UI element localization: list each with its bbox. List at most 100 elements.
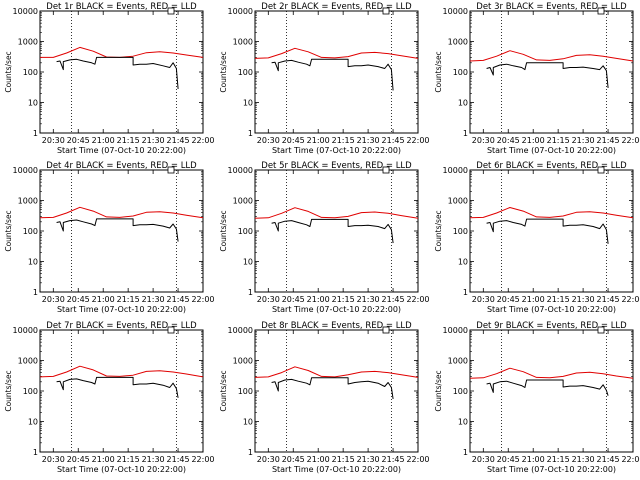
title-box-marker: [167, 7, 175, 15]
x-tick-label: 21:15: [332, 136, 355, 145]
x-tick-label: 21:30: [572, 136, 595, 145]
lld-series-line: [469, 50, 634, 62]
chart-panel: Det 5r BLACK = Events, RED = LLD 1 10 100 10…: [219, 161, 430, 314]
chart-title: Det 3r BLACK = Events, RED = LLD: [476, 2, 627, 12]
plot-frame: [39, 10, 204, 134]
x-axis-label: Start Time (07-Oct-10 20:22:00): [487, 146, 616, 155]
y-tick-label: 1: [33, 288, 38, 297]
x-tick-label: 22:00: [621, 136, 640, 145]
x-tick-label: 20:30: [42, 136, 65, 145]
y-tick-label: 100: [453, 68, 468, 77]
x-tick-label: 21:45: [167, 295, 190, 304]
y-tick-label: 10000: [443, 7, 468, 16]
y-tick-label: 100: [238, 387, 253, 396]
x-tick-label: 21:45: [597, 136, 620, 145]
y-tick-label: 10: [28, 418, 38, 427]
events-series-line: [486, 62, 609, 88]
y-tick-label: 100: [453, 387, 468, 396]
x-tick-label: 20:30: [42, 295, 65, 304]
lld-series-line: [39, 365, 204, 378]
x-tick-label: 21:00: [522, 295, 545, 304]
chart-title: Det 8r BLACK = Events, RED = LLD: [261, 321, 412, 331]
chart-title: Det 5r BLACK = Events, RED = LLD: [261, 161, 412, 171]
plot-frame: [254, 169, 419, 293]
y-axis-label: Counts/sec: [4, 51, 13, 92]
y-axis-label: Counts/sec: [219, 51, 228, 92]
y-tick-label: 1: [33, 448, 38, 457]
y-tick-label: 10000: [228, 7, 253, 16]
x-tick-label: 21:45: [597, 295, 620, 304]
x-tick-label: 21:30: [572, 295, 595, 304]
lld-series-line: [39, 206, 204, 219]
x-tick-label: 20:45: [497, 455, 520, 464]
y-tick-label: 100: [453, 227, 468, 236]
plot-frame: [254, 10, 419, 134]
x-axis-label: Start Time (07-Oct-10 20:22:00): [272, 465, 401, 474]
x-tick-label: 20:45: [67, 136, 90, 145]
chart-title: Det 7r BLACK = Events, RED = LLD: [46, 321, 197, 331]
plot-frame: [469, 169, 634, 293]
x-tick-label: 21:45: [167, 455, 190, 464]
y-tick-label: 1: [463, 129, 468, 138]
y-tick-label: 1000: [233, 197, 253, 206]
chart-panel: Det 9r BLACK = Events, RED = LLD 1 10 100 10…: [434, 321, 640, 474]
events-series-line: [56, 376, 179, 398]
x-tick-label: 21:45: [167, 136, 190, 145]
plot-frame: [254, 329, 419, 453]
y-axis-label: Counts/sec: [219, 210, 228, 251]
plot-frame: [469, 329, 634, 453]
y-tick-label: 10000: [443, 166, 468, 175]
x-tick-label: 21:15: [332, 295, 355, 304]
x-tick-label: 21:45: [597, 455, 620, 464]
x-tick-label: 21:30: [572, 455, 595, 464]
y-tick-label: 1000: [18, 197, 38, 206]
x-axis-label: Start Time (07-Oct-10 20:22:00): [487, 305, 616, 314]
lld-series-line: [254, 207, 419, 219]
title-box-marker: [597, 166, 605, 174]
x-tick-label: 21:00: [522, 136, 545, 145]
x-tick-label: 21:15: [117, 295, 140, 304]
events-series-line: [56, 218, 179, 242]
y-tick-label: 100: [23, 68, 38, 77]
y-tick-label: 1: [248, 288, 253, 297]
title-box-marker: [167, 166, 175, 174]
x-tick-label: 21:00: [307, 136, 330, 145]
x-tick-label: 21:15: [547, 295, 570, 304]
x-tick-label: 20:45: [282, 455, 305, 464]
events-series-line: [271, 218, 394, 244]
x-tick-label: 20:45: [67, 455, 90, 464]
lld-series-line: [254, 47, 419, 59]
x-tick-label: 21:15: [332, 455, 355, 464]
y-tick-label: 1000: [233, 357, 253, 366]
x-tick-label: 20:45: [497, 295, 520, 304]
x-tick-label: 21:45: [382, 295, 405, 304]
title-box-marker: [597, 7, 605, 15]
y-tick-label: 10000: [228, 166, 253, 175]
x-axis-label: Start Time (07-Oct-10 20:22:00): [272, 146, 401, 155]
x-tick-label: 22:00: [191, 136, 214, 145]
y-tick-label: 1000: [233, 38, 253, 47]
y-tick-label: 1: [463, 448, 468, 457]
x-tick-label: 20:30: [257, 136, 280, 145]
title-box-marker: [382, 166, 390, 174]
x-tick-label: 21:15: [547, 455, 570, 464]
y-tick-label: 100: [23, 227, 38, 236]
x-tick-label: 21:30: [357, 136, 380, 145]
x-tick-label: 21:15: [547, 136, 570, 145]
y-tick-label: 10: [458, 258, 468, 267]
y-tick-label: 100: [23, 387, 38, 396]
x-axis-label: Start Time (07-Oct-10 20:22:00): [57, 305, 186, 314]
chart-panel: Det 7r BLACK = Events, RED = LLD 1 10 100 10…: [4, 321, 215, 474]
y-axis-label: Counts/sec: [434, 370, 443, 411]
events-series-line: [271, 58, 394, 91]
x-axis-label: Start Time (07-Oct-10 20:22:00): [57, 146, 186, 155]
x-tick-label: 22:00: [191, 295, 214, 304]
chart-title: Det 4r BLACK = Events, RED = LLD: [46, 161, 197, 171]
events-series-line: [56, 56, 179, 89]
lld-series-line: [40, 46, 204, 58]
x-tick-label: 20:45: [67, 295, 90, 304]
chart-panel: Det 1r BLACK = Events, RED = LLD 1 10 100 10…: [4, 2, 215, 155]
x-tick-label: 21:30: [142, 455, 165, 464]
chart-panel: Det 2r BLACK = Events, RED = LLD 1 10 100 10…: [219, 2, 430, 155]
